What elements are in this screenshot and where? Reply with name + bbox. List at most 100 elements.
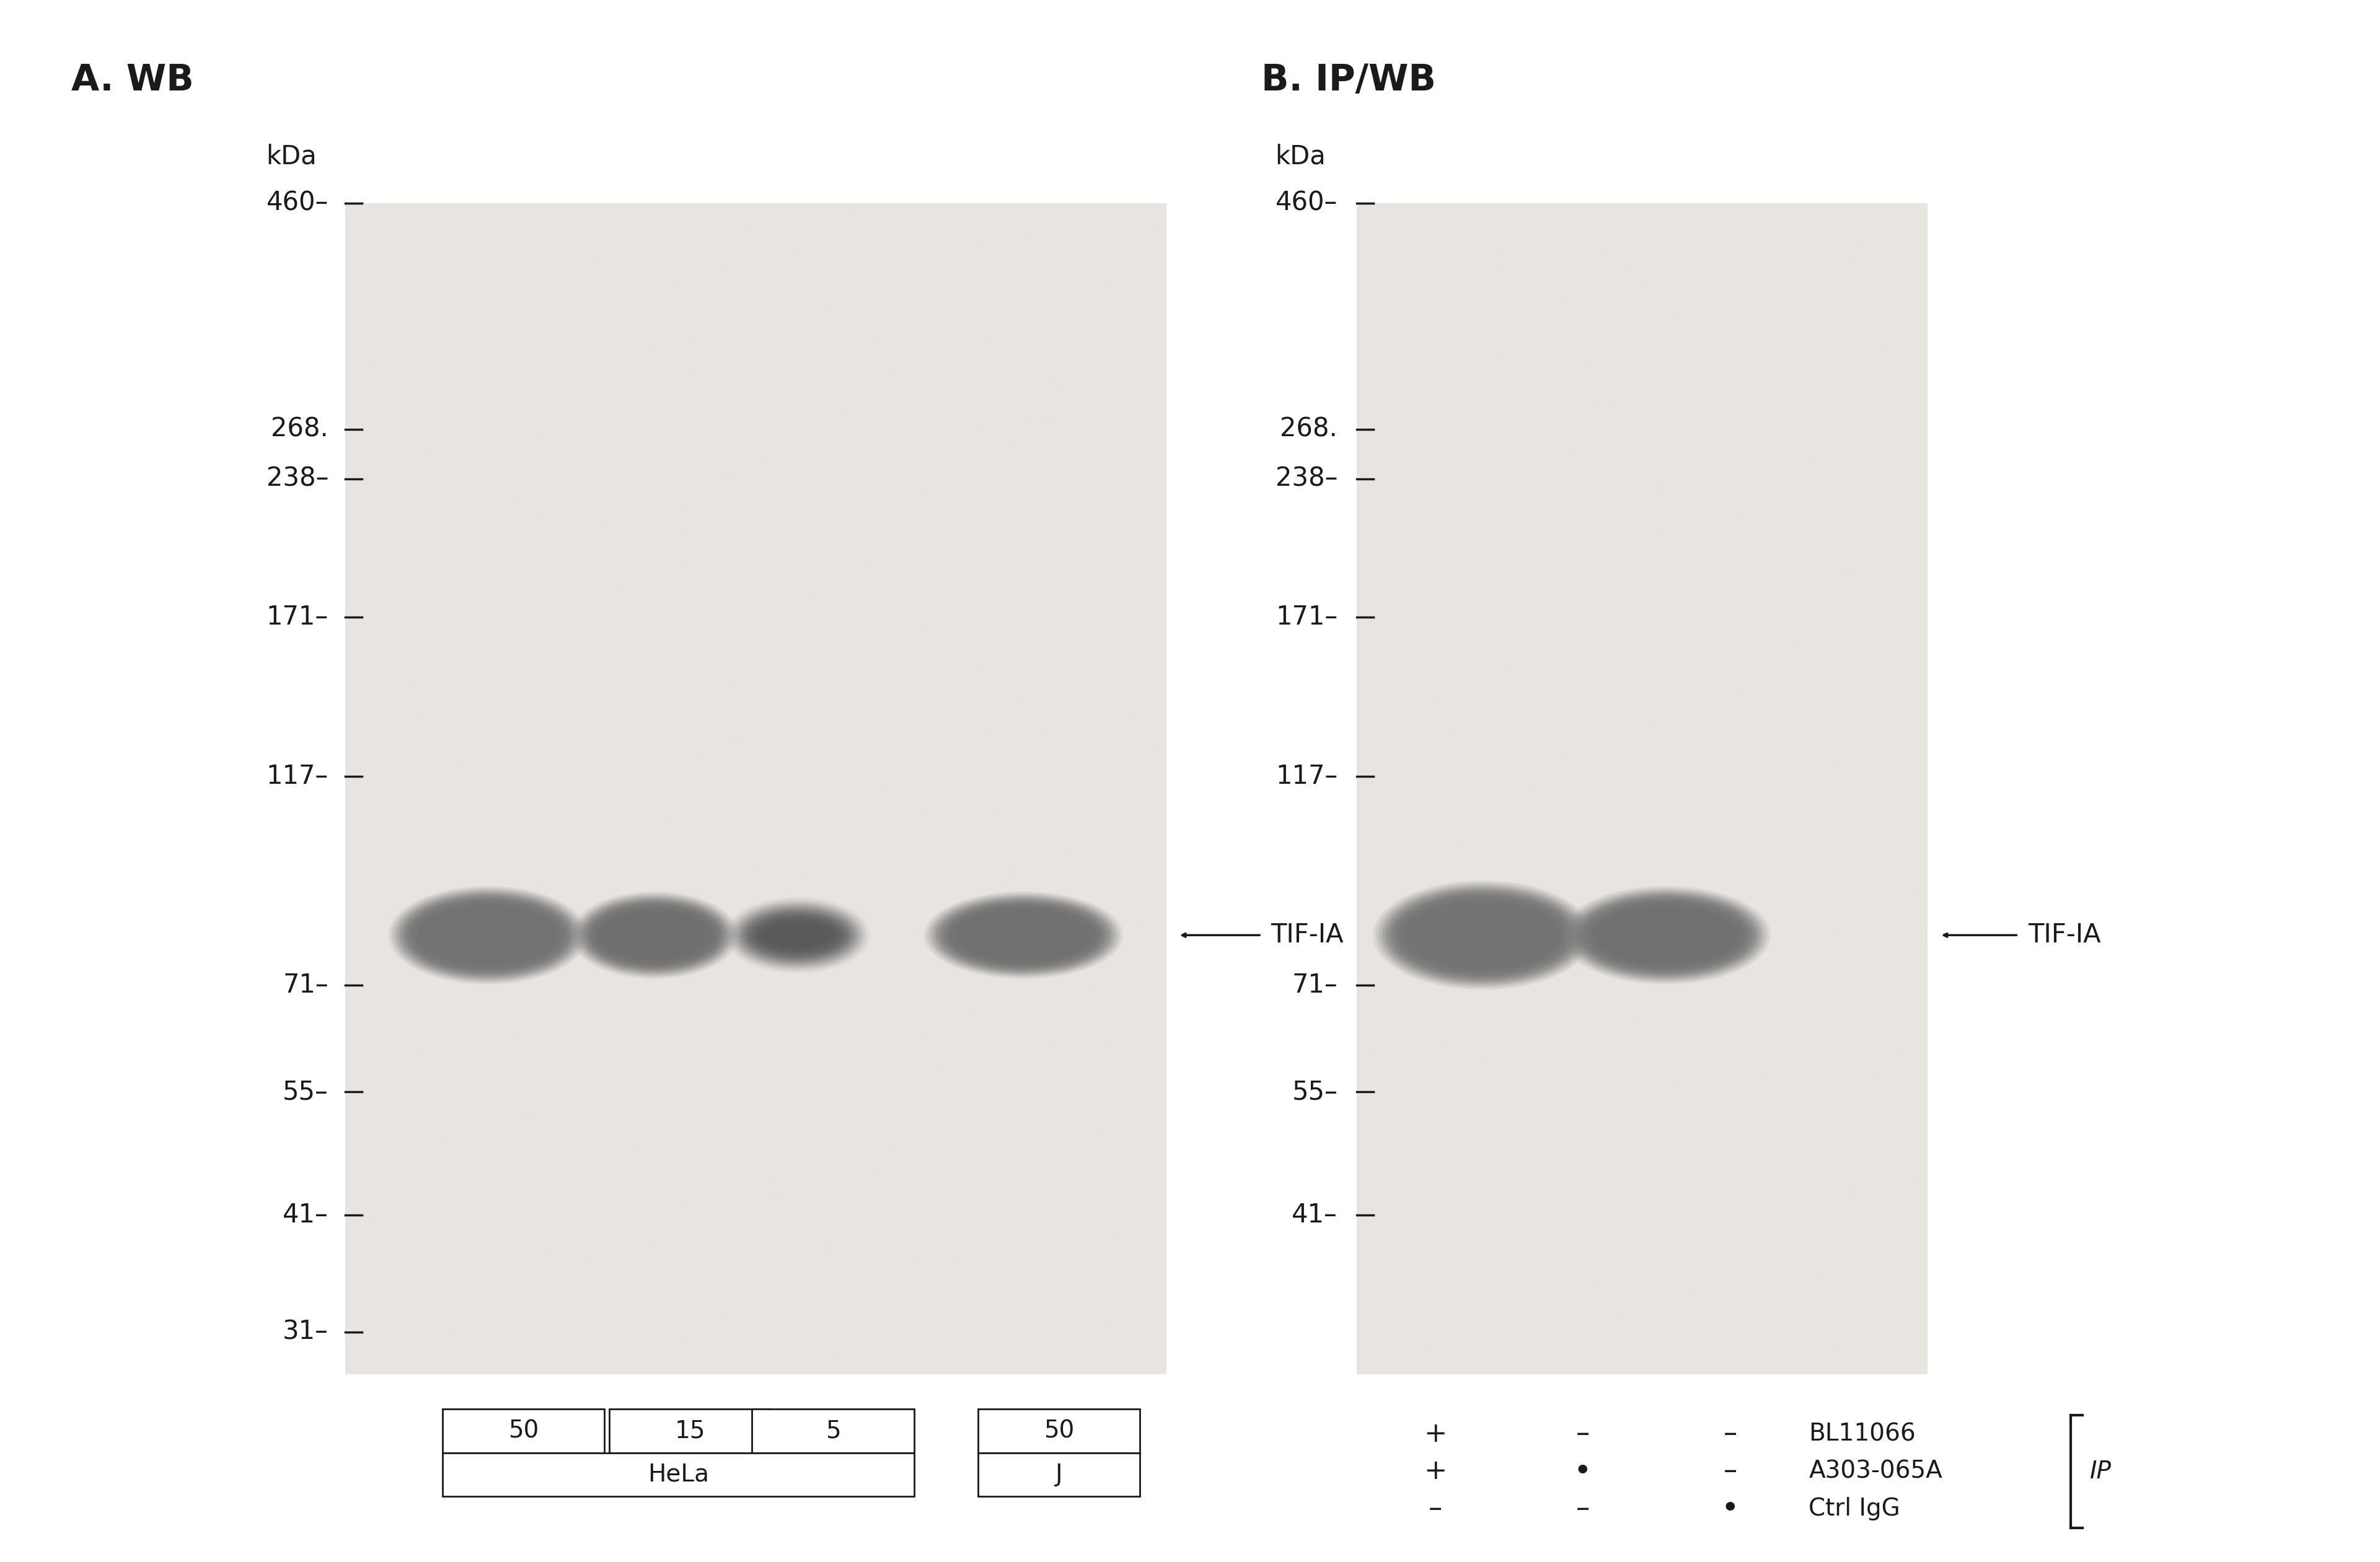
Ellipse shape: [1385, 889, 1580, 981]
Bar: [345, 203, 1166, 1375]
Text: Ctrl IgG: Ctrl IgG: [1809, 1496, 1899, 1521]
Ellipse shape: [1430, 917, 1535, 953]
Text: –: –: [1428, 1495, 1442, 1523]
Ellipse shape: [1423, 914, 1542, 958]
Ellipse shape: [581, 898, 728, 972]
Ellipse shape: [1402, 900, 1564, 972]
Ellipse shape: [935, 898, 1111, 972]
Text: –: –: [1576, 1420, 1590, 1448]
Ellipse shape: [428, 912, 547, 959]
Ellipse shape: [397, 892, 578, 979]
Text: 268.: 268.: [271, 415, 328, 442]
Ellipse shape: [926, 893, 1121, 978]
Ellipse shape: [959, 911, 1088, 959]
Text: kDa: kDa: [267, 144, 317, 169]
Ellipse shape: [735, 904, 859, 967]
Ellipse shape: [1580, 897, 1752, 973]
Text: 50: 50: [509, 1418, 538, 1443]
Text: •: •: [1573, 1456, 1592, 1487]
Ellipse shape: [1421, 911, 1545, 959]
Ellipse shape: [945, 903, 1102, 967]
Text: 117–: 117–: [1276, 764, 1338, 789]
Ellipse shape: [933, 897, 1114, 975]
Ellipse shape: [412, 901, 564, 970]
Ellipse shape: [605, 914, 704, 956]
Ellipse shape: [395, 890, 581, 981]
Text: 55–: 55–: [1292, 1079, 1338, 1104]
Ellipse shape: [966, 915, 1081, 954]
Ellipse shape: [1595, 906, 1737, 964]
Ellipse shape: [1597, 908, 1735, 962]
Ellipse shape: [931, 895, 1116, 976]
Ellipse shape: [1411, 904, 1554, 965]
Text: •: •: [1721, 1493, 1740, 1525]
Ellipse shape: [950, 906, 1097, 964]
Text: HeLa: HeLa: [647, 1462, 709, 1487]
Ellipse shape: [1383, 887, 1583, 984]
Text: 71–: 71–: [283, 972, 328, 998]
Ellipse shape: [754, 918, 840, 951]
Text: 238–: 238–: [1276, 465, 1338, 492]
Text: kDa: kDa: [1276, 144, 1326, 169]
Ellipse shape: [616, 923, 693, 948]
Ellipse shape: [595, 908, 714, 962]
Ellipse shape: [726, 898, 869, 972]
Ellipse shape: [976, 922, 1071, 950]
Ellipse shape: [1568, 890, 1764, 981]
Ellipse shape: [597, 909, 712, 961]
Ellipse shape: [431, 914, 545, 956]
Ellipse shape: [576, 895, 733, 976]
Ellipse shape: [745, 911, 850, 959]
Ellipse shape: [400, 893, 576, 976]
Text: 171–: 171–: [267, 604, 328, 629]
Ellipse shape: [728, 900, 866, 970]
Ellipse shape: [757, 920, 838, 950]
Ellipse shape: [1616, 920, 1716, 951]
Text: 71–: 71–: [1292, 972, 1338, 998]
Text: A303-065A: A303-065A: [1809, 1459, 1942, 1484]
Ellipse shape: [414, 903, 562, 968]
Ellipse shape: [759, 922, 835, 950]
Ellipse shape: [602, 912, 707, 958]
Ellipse shape: [1592, 904, 1740, 965]
Ellipse shape: [1407, 903, 1559, 967]
Bar: [443, 1409, 605, 1453]
Ellipse shape: [754, 917, 840, 953]
Text: 238–: 238–: [267, 465, 328, 492]
Ellipse shape: [962, 912, 1085, 958]
Text: 460–: 460–: [1276, 191, 1338, 216]
Text: 117–: 117–: [267, 764, 328, 789]
Ellipse shape: [1564, 887, 1768, 982]
Text: B. IP/WB: B. IP/WB: [1261, 62, 1435, 98]
Ellipse shape: [1388, 890, 1578, 979]
Ellipse shape: [750, 914, 845, 956]
Ellipse shape: [1585, 901, 1747, 970]
Ellipse shape: [1378, 884, 1587, 986]
Text: –: –: [1723, 1420, 1737, 1448]
Text: 41–: 41–: [283, 1201, 328, 1228]
Ellipse shape: [585, 901, 724, 968]
Ellipse shape: [409, 898, 566, 972]
Ellipse shape: [590, 904, 719, 965]
Text: 50: 50: [1045, 1418, 1073, 1443]
Ellipse shape: [938, 900, 1109, 970]
Ellipse shape: [588, 903, 721, 967]
Ellipse shape: [405, 897, 571, 973]
Bar: [978, 1409, 1140, 1453]
Ellipse shape: [419, 906, 557, 964]
Text: A. WB: A. WB: [71, 62, 193, 98]
Ellipse shape: [738, 906, 857, 965]
Ellipse shape: [390, 887, 585, 982]
Ellipse shape: [1376, 883, 1590, 987]
Ellipse shape: [424, 908, 552, 962]
Bar: [609, 1409, 771, 1453]
Ellipse shape: [969, 918, 1078, 953]
Ellipse shape: [964, 914, 1083, 956]
Text: 268.: 268.: [1280, 415, 1338, 442]
Ellipse shape: [740, 909, 854, 962]
Text: 460–: 460–: [267, 191, 328, 216]
Ellipse shape: [1583, 898, 1749, 972]
Ellipse shape: [1416, 909, 1549, 961]
Ellipse shape: [1433, 920, 1533, 951]
Text: TIF-IA: TIF-IA: [1271, 922, 1345, 948]
